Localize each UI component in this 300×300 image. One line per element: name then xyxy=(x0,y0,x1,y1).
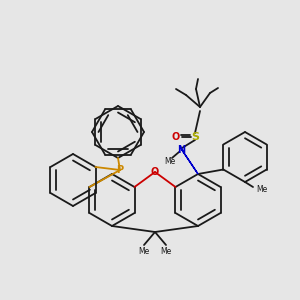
Text: P: P xyxy=(116,165,124,175)
Text: Me: Me xyxy=(256,184,267,194)
Text: N: N xyxy=(177,145,185,155)
Polygon shape xyxy=(180,147,198,174)
Text: Me: Me xyxy=(160,248,172,256)
Text: Me: Me xyxy=(164,158,175,166)
Text: S: S xyxy=(191,132,199,142)
Text: Me: Me xyxy=(138,248,150,256)
Text: O: O xyxy=(151,167,159,177)
Text: O: O xyxy=(172,132,180,142)
